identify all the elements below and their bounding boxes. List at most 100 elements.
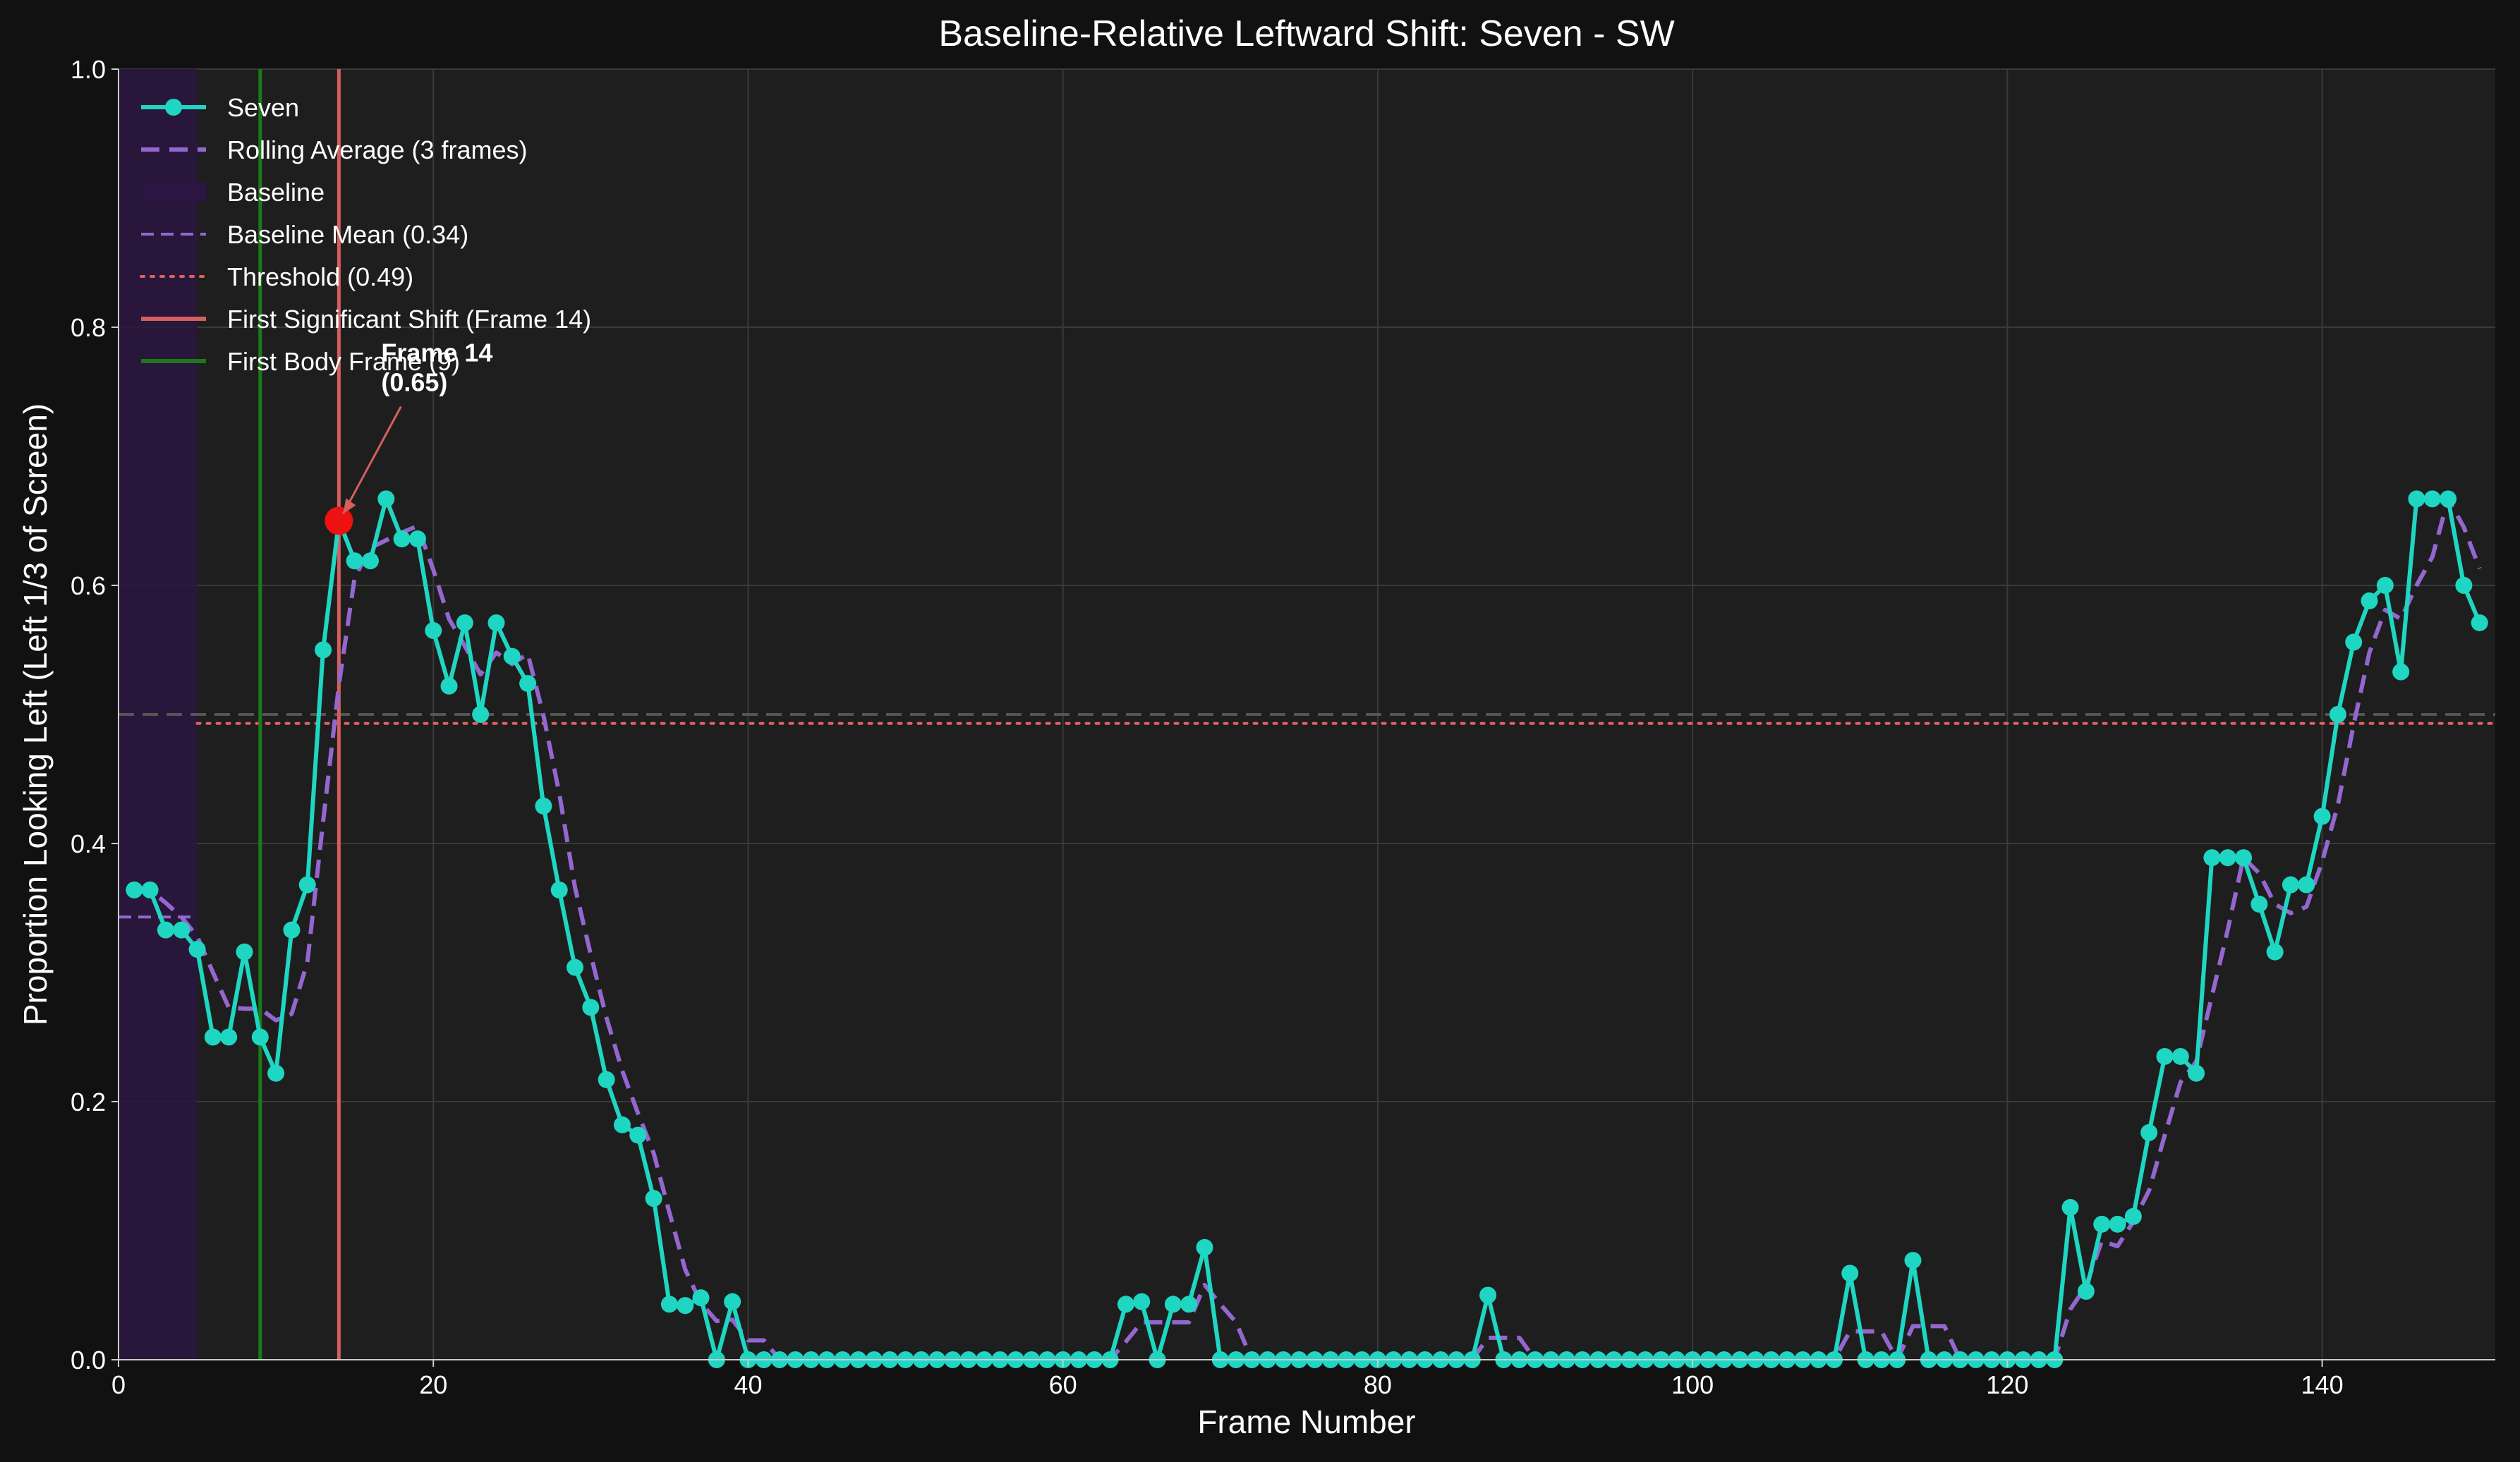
data-point [408, 530, 426, 548]
data-point [236, 943, 253, 961]
data-point [425, 622, 442, 640]
data-point [1479, 1286, 1497, 1304]
legend-label: Rolling Average (3 frames) [227, 135, 528, 164]
data-point [141, 881, 159, 898]
data-point [126, 881, 143, 898]
data-point [456, 614, 473, 632]
data-point [2282, 876, 2299, 894]
annotation-arrowhead [343, 498, 356, 514]
x-tick-label: 140 [2301, 1370, 2344, 1399]
data-point [692, 1289, 710, 1307]
annotation-value-label: (0.65) [381, 368, 447, 397]
data-point [2188, 1064, 2205, 1082]
x-tick-label: 40 [734, 1370, 762, 1399]
y-tick-label: 1.0 [71, 55, 106, 84]
data-point [251, 1028, 269, 1046]
data-point [1841, 1265, 1859, 1282]
highlight-point [325, 506, 353, 535]
data-point [361, 552, 379, 570]
data-point [629, 1126, 647, 1144]
data-point [2455, 577, 2473, 594]
data-point [2313, 808, 2331, 825]
x-tick-label: 80 [1364, 1370, 1392, 1399]
data-point [2061, 1199, 2079, 1217]
x-axis-label: Frame Number [1197, 1403, 1415, 1440]
data-point [660, 1296, 678, 1313]
data-point [598, 1071, 615, 1088]
data-point [2219, 849, 2236, 867]
data-point [2203, 849, 2221, 867]
data-point [204, 1028, 222, 1046]
data-point [2251, 896, 2268, 913]
data-point [503, 647, 521, 665]
data-point [472, 706, 490, 723]
data-point [2124, 1207, 2142, 1225]
data-point [1164, 1296, 1182, 1313]
legend-handle-patch [141, 182, 206, 202]
x-tick-label: 20 [419, 1370, 447, 1399]
legend: Seven Rolling Average (3 frames) Baseline B… [140, 93, 591, 376]
annotation-arrow [342, 406, 402, 515]
data-point [220, 1028, 238, 1046]
data-point [550, 881, 568, 898]
data-point [2329, 706, 2346, 723]
y-tick-label: 0.2 [71, 1088, 106, 1116]
data-point [535, 797, 552, 815]
data-point [157, 921, 174, 939]
annotation-frame-label: Frame 14 [381, 339, 492, 367]
data-point [440, 677, 458, 695]
axes: 0 20 40 60 80 100 120 140 0.0 0.2 0.4 0.6 0.8 1.0 [71, 55, 2495, 1399]
legend-label: First Significant Shift (Frame 14) [227, 305, 591, 334]
data-point [2171, 1047, 2189, 1065]
data-point [2156, 1047, 2174, 1065]
data-point [315, 641, 332, 659]
x-tick-label: 100 [1671, 1370, 1714, 1399]
data-point [2423, 490, 2441, 508]
data-point [267, 1064, 285, 1082]
chart-title: Baseline-Relative Leftward Shift: Seven … [938, 13, 1674, 54]
data-point [377, 490, 395, 508]
data-point [2235, 849, 2253, 867]
data-point [2392, 663, 2410, 681]
data-point [2109, 1215, 2126, 1233]
annotation: Frame 14(0.65) [342, 339, 492, 515]
data-point [2093, 1215, 2111, 1233]
grid [118, 68, 2495, 1360]
x-tick-label: 120 [1986, 1370, 2028, 1399]
data-point [519, 675, 537, 693]
legend-marker [165, 99, 182, 116]
data-point [2345, 633, 2363, 651]
data-point [724, 1293, 741, 1310]
data-point [283, 921, 301, 939]
data-point [1117, 1296, 1134, 1313]
y-tick-label: 0.4 [71, 829, 106, 858]
data-point [346, 552, 363, 570]
data-point [1180, 1296, 1198, 1313]
legend-label: Baseline Mean (0.34) [227, 220, 468, 249]
y-axis-label: Proportion Looking Left (Left 1/3 of Scr… [17, 403, 54, 1025]
data-point [613, 1116, 631, 1133]
data-point [2471, 614, 2488, 632]
data-point [2376, 577, 2394, 594]
data-point [567, 958, 584, 976]
data-point [645, 1190, 662, 1207]
data-point [487, 614, 505, 632]
data-point [1904, 1252, 1922, 1269]
data-point [2077, 1283, 2095, 1300]
legend-label: Baseline [227, 178, 325, 207]
y-tick-label: 0.0 [71, 1346, 106, 1375]
legend-label: Seven [227, 93, 299, 122]
y-tick-label: 0.8 [71, 313, 106, 342]
legend-label: Threshold (0.49) [227, 262, 413, 291]
data-point [2408, 490, 2425, 508]
data-point [582, 999, 600, 1016]
data-point [2440, 490, 2457, 508]
data-point [1196, 1238, 1213, 1256]
reference-layer [119, 69, 2497, 1360]
data-point [298, 876, 316, 894]
data-point [2298, 876, 2315, 894]
y-tick-label: 0.6 [71, 571, 106, 600]
data-point [393, 530, 411, 548]
data-point [1133, 1293, 1151, 1310]
